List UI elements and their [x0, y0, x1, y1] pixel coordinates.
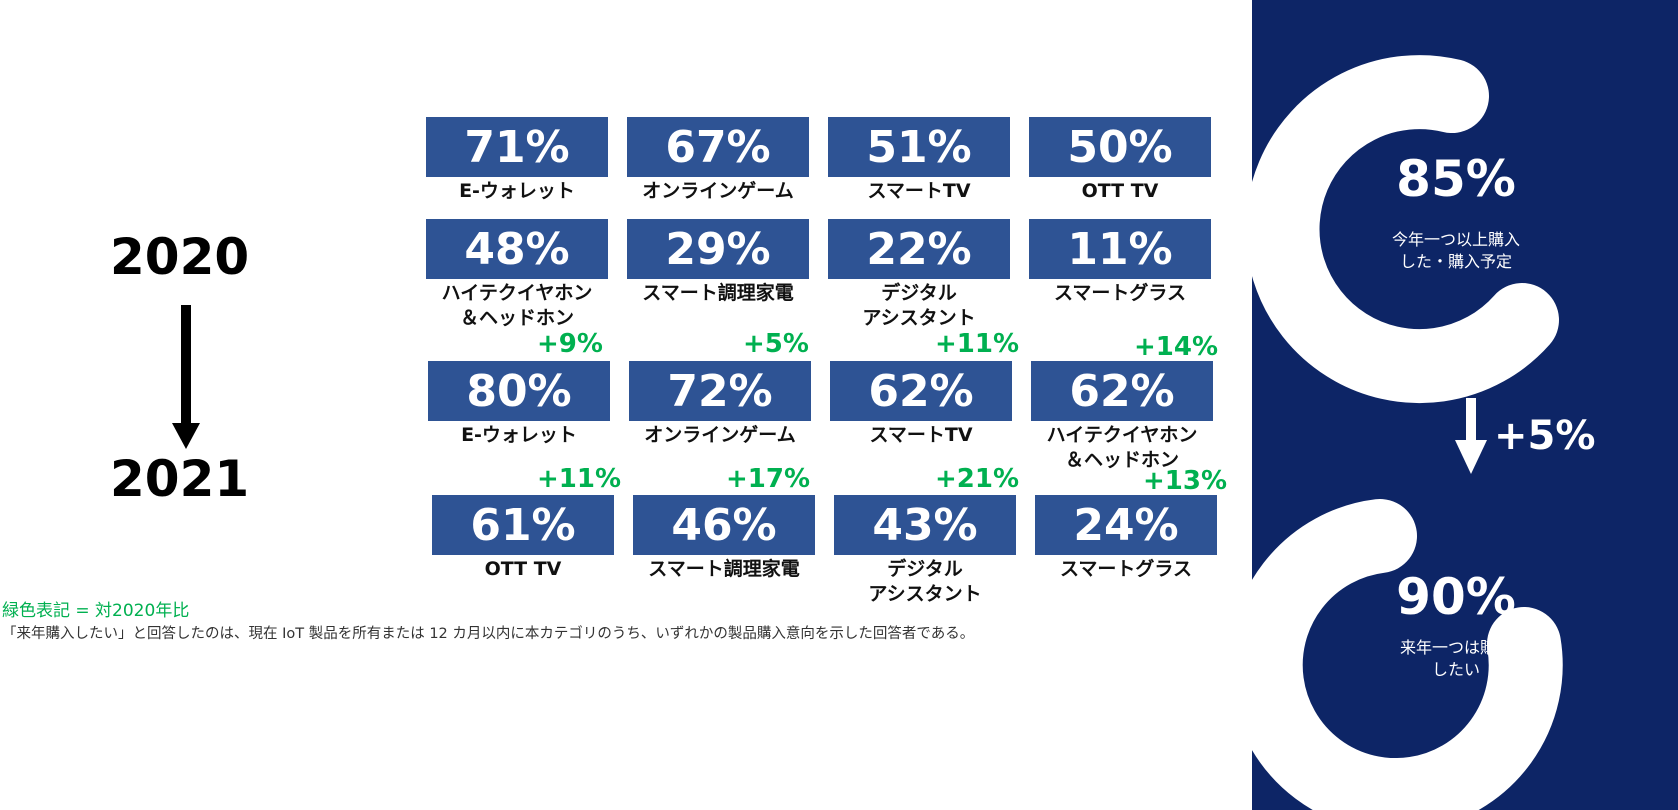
tile-value: 71%	[426, 117, 608, 177]
bottom-ring-arc	[1252, 499, 1563, 810]
top-ring-arc	[1252, 55, 1559, 404]
tile-2021-smart-kitchen: 46% スマート調理家電	[633, 495, 815, 582]
tile-label: スマート調理家電	[642, 282, 794, 304]
tile-label: デジタル アシスタント	[862, 282, 976, 329]
tile-label: E-ウォレット	[461, 424, 577, 446]
tile-2020-ewallet: 71% E-ウォレット	[426, 117, 608, 204]
summary-panel: 85% 今年一つ以上購入 した・購入予定 +5% 90% 来年一つは購入 したい	[1252, 0, 1678, 810]
tile-value: 62%	[1031, 361, 1213, 421]
tile-2020-earphones: 48% ハイテクイヤホン ＆ヘッドホン	[426, 219, 608, 331]
delta-earphones: +14%	[1134, 332, 1219, 362]
tile-2021-online-game: 72% オンラインゲーム	[629, 361, 811, 448]
tile-2021-smart-tv: 62% スマートTV	[830, 361, 1012, 448]
delta-digital-assistant: +21%	[935, 464, 1020, 494]
tile-value: 48%	[426, 219, 608, 279]
green-legend-note: 緑色表記 = 対2020年比	[2, 601, 190, 621]
down-arrow-head-icon	[172, 423, 200, 449]
tile-label: スマート調理家電	[648, 558, 800, 580]
tile-label: E-ウォレット	[459, 180, 575, 202]
tile-label: ハイテクイヤホン ＆ヘッドホン	[1046, 424, 1198, 471]
tile-label: オンラインゲーム	[644, 424, 796, 446]
tile-value: 24%	[1035, 495, 1217, 555]
footnote: 「来年購入したい」と回答したのは、現在 IoT 製品を所有または 12 カ月以内…	[2, 626, 975, 642]
tile-2020-smart-glasses: 11% スマートグラス	[1029, 219, 1211, 306]
tile-2020-smart-tv: 51% スマートTV	[828, 117, 1010, 204]
tile-label: ハイテクイヤホン ＆ヘッドホン	[441, 282, 593, 329]
tile-value: 43%	[834, 495, 1016, 555]
tile-value: 46%	[633, 495, 815, 555]
tile-2021-smart-glasses: 24% スマートグラス	[1035, 495, 1217, 582]
tile-value: 72%	[629, 361, 811, 421]
next-year-label: 来年一つは購入 したい	[1399, 638, 1512, 679]
next-year-percent: 90%	[1396, 568, 1516, 626]
panel-down-arrow-head	[1455, 440, 1487, 474]
tile-2021-ott-tv: 61% OTT TV	[432, 495, 614, 582]
tile-label: オンラインゲーム	[642, 180, 794, 202]
year-from-label: 2020	[110, 228, 250, 286]
tile-label: スマートグラス	[1059, 558, 1193, 580]
tile-value: 61%	[432, 495, 614, 555]
current-year-percent: 85%	[1396, 150, 1516, 208]
panel-down-arrow-shaft	[1466, 398, 1476, 442]
panel-delta: +5%	[1494, 413, 1596, 459]
tile-2021-earphones: 62% ハイテクイヤホン ＆ヘッドホン	[1031, 361, 1213, 473]
tile-label: スマートTV	[867, 180, 971, 202]
delta-online-game: +5%	[743, 329, 809, 359]
tile-value: 50%	[1029, 117, 1211, 177]
year-to-label: 2021	[110, 450, 250, 508]
delta-ewallet: +9%	[537, 329, 603, 359]
down-arrow-icon	[181, 305, 191, 425]
tile-label: デジタル アシスタント	[868, 558, 982, 605]
current-year-label: 今年一つ以上購入 した・購入予定	[1391, 230, 1520, 271]
tile-label: OTT TV	[484, 558, 562, 580]
tile-2020-ott-tv: 50% OTT TV	[1029, 117, 1211, 204]
tile-2020-online-game: 67% オンラインゲーム	[627, 117, 809, 204]
tile-value: 51%	[828, 117, 1010, 177]
tile-label: OTT TV	[1081, 180, 1159, 202]
tile-value: 22%	[828, 219, 1010, 279]
delta-smart-tv: +11%	[935, 329, 1020, 359]
ring-graphics	[1252, 55, 1563, 810]
tile-2020-digital-assistant: 22% デジタル アシスタント	[828, 219, 1010, 331]
delta-ott-tv: +11%	[537, 464, 622, 494]
tile-value: 80%	[428, 361, 610, 421]
tile-label: スマートTV	[869, 424, 973, 446]
tile-value: 11%	[1029, 219, 1211, 279]
tile-2021-ewallet: 80% E-ウォレット	[428, 361, 610, 448]
tile-value: 67%	[627, 117, 809, 177]
tile-2021-digital-assistant: 43% デジタル アシスタント	[834, 495, 1016, 607]
delta-smart-kitchen: +17%	[726, 464, 811, 494]
tile-value: 29%	[627, 219, 809, 279]
delta-smart-glasses: +13%	[1143, 466, 1228, 496]
tile-value: 62%	[830, 361, 1012, 421]
tile-2020-smart-kitchen: 29% スマート調理家電	[627, 219, 809, 306]
tile-label: スマートグラス	[1053, 282, 1187, 304]
